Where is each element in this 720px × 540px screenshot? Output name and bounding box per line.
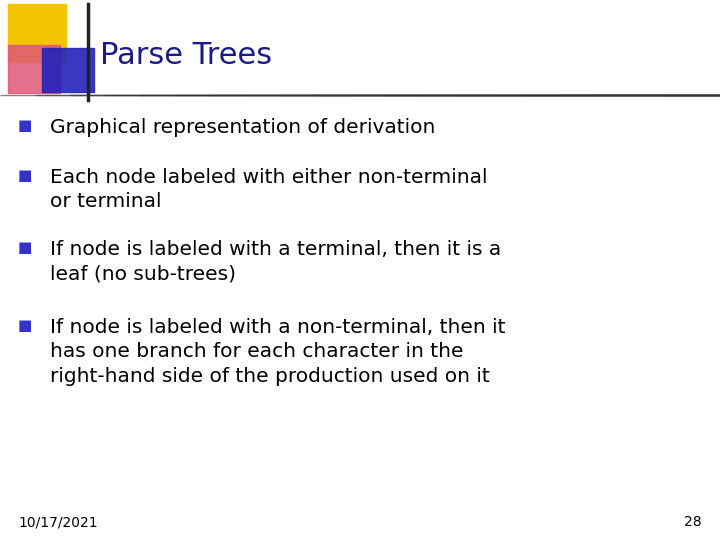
Text: Parse Trees: Parse Trees <box>100 40 272 70</box>
Text: 10/17/2021: 10/17/2021 <box>18 515 98 529</box>
Text: ■: ■ <box>18 168 32 183</box>
Text: ■: ■ <box>18 118 32 133</box>
Bar <box>42 48 94 92</box>
Text: Each node labeled with either non-terminal
or terminal: Each node labeled with either non-termin… <box>50 168 487 211</box>
Text: 28: 28 <box>685 515 702 529</box>
Text: ■: ■ <box>18 318 32 333</box>
Text: If node is labeled with a non-terminal, then it
has one branch for each characte: If node is labeled with a non-terminal, … <box>50 318 505 386</box>
Text: ■: ■ <box>18 240 32 255</box>
Text: If node is labeled with a terminal, then it is a
leaf (no sub-trees): If node is labeled with a terminal, then… <box>50 240 501 284</box>
Bar <box>8 4 66 62</box>
Bar <box>8 45 60 93</box>
Text: Graphical representation of derivation: Graphical representation of derivation <box>50 118 436 137</box>
